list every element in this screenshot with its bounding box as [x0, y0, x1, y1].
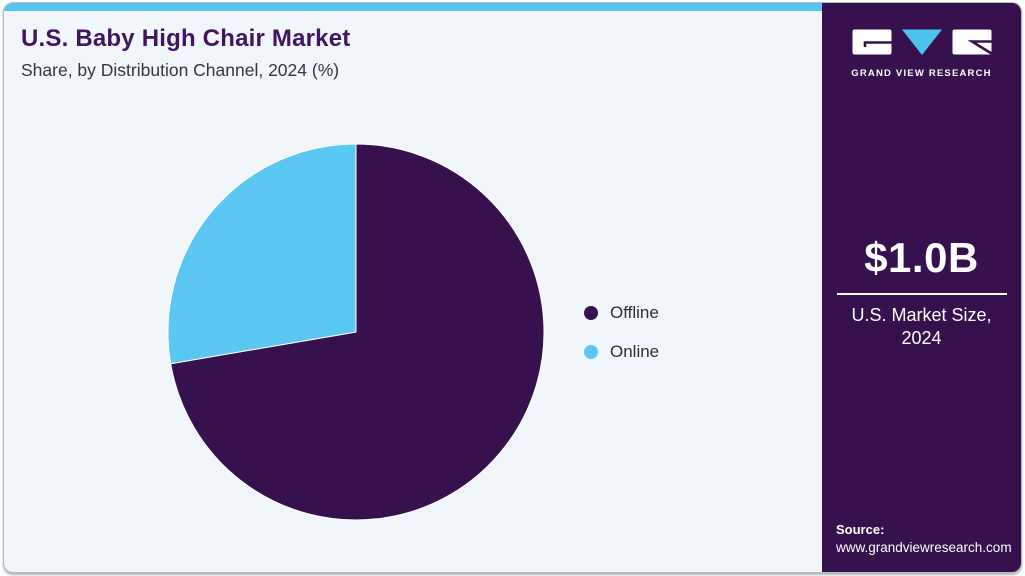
- legend-swatch-online: [584, 345, 598, 359]
- gvr-logo: GRAND VIEW RESEARCH: [822, 29, 1021, 79]
- market-size-divider: [836, 293, 1007, 295]
- pie-slice-offline: [170, 143, 545, 521]
- figure-header: U.S. Baby High Chair Market Share, by Di…: [21, 25, 350, 81]
- brand-sidebar: GRAND VIEW RESEARCH $1.0B U.S. Market Si…: [822, 3, 1021, 572]
- pie-chart-svg: [167, 143, 545, 521]
- legend-swatch-offline: [584, 306, 598, 320]
- market-size-caption-line1: U.S. Market Size,: [851, 305, 992, 325]
- market-size-block: $1.0B U.S. Market Size, 2024: [822, 234, 1021, 350]
- figure-card: U.S. Baby High Chair Market Share, by Di…: [3, 2, 1022, 573]
- source-note: Source: www.grandviewresearch.com: [836, 522, 1012, 555]
- source-url-link[interactable]: www.grandviewresearch.com: [836, 540, 1012, 555]
- figure-title: U.S. Baby High Chair Market: [21, 25, 351, 52]
- logo-v-triangle: [901, 29, 942, 55]
- pie-slice-online: [167, 143, 357, 365]
- legend: Offline Online: [584, 303, 659, 362]
- legend-item-online: Online: [584, 342, 659, 362]
- logo-g-block: [852, 29, 891, 55]
- source-label: Source:: [836, 522, 885, 537]
- legend-item-offline: Offline: [584, 303, 659, 323]
- top-accent-bar: [4, 3, 824, 11]
- brand-name: GRAND VIEW RESEARCH: [851, 68, 992, 79]
- market-size-caption: U.S. Market Size, 2024: [822, 304, 1021, 350]
- legend-label-offline: Offline: [610, 303, 659, 322]
- gvr-logo-mark: [852, 29, 992, 55]
- market-size-caption-line2: 2024: [901, 328, 942, 348]
- logo-r-block: [952, 29, 992, 55]
- legend-label-online: Online: [610, 342, 660, 361]
- pie-chart: [146, 122, 566, 542]
- market-size-value: $1.0B: [864, 234, 979, 281]
- figure-subtitle: Share, by Distribution Channel, 2024 (%): [21, 60, 340, 80]
